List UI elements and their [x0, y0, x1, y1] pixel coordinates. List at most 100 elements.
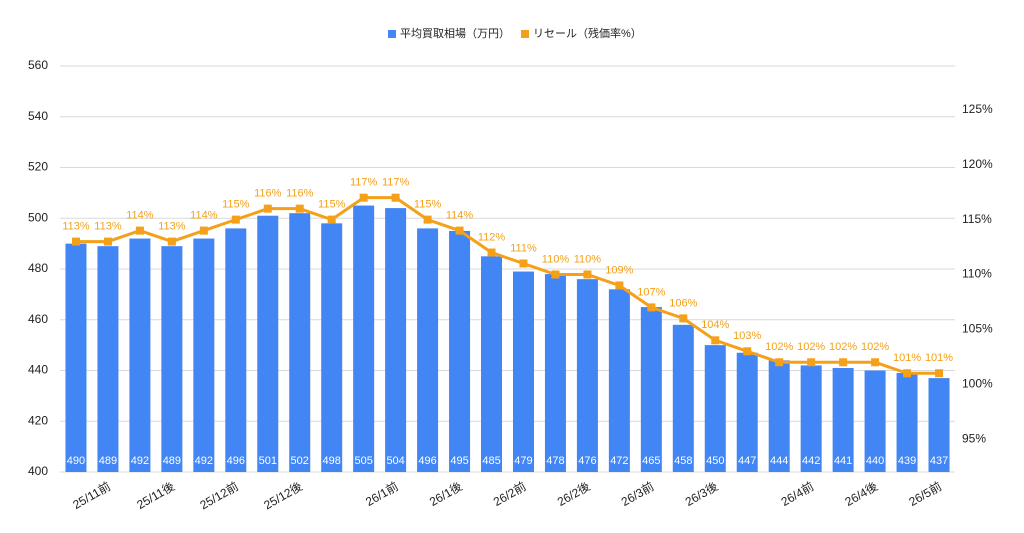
bar-value-label: 476: [578, 455, 596, 467]
bar: [353, 205, 375, 472]
line-value-label: 115%: [222, 199, 250, 211]
bar-value-label: 472: [610, 455, 628, 467]
y2-tick-label: 125%: [962, 102, 993, 116]
line-marker: [903, 369, 912, 378]
bar-value-label: 505: [354, 455, 372, 467]
line-value-label: 106%: [669, 297, 697, 309]
bar: [736, 352, 758, 472]
bar-value-label: 440: [866, 455, 884, 467]
bar: [321, 223, 343, 472]
y-tick-label: 540: [28, 109, 48, 123]
line-marker: [359, 193, 368, 202]
line-value-label: 102%: [797, 341, 825, 353]
bar-value-label: 498: [323, 455, 341, 467]
bar: [161, 246, 183, 472]
line-marker: [839, 358, 848, 367]
line-marker: [519, 259, 528, 268]
bar: [928, 378, 950, 472]
line-marker: [583, 270, 592, 279]
bar-value-label: 504: [386, 455, 404, 467]
bar-value-label: 490: [67, 455, 85, 467]
bar-value-label: 478: [546, 455, 564, 467]
line-value-label: 116%: [286, 188, 314, 200]
line-marker: [935, 369, 944, 378]
bar-value-label: 502: [291, 455, 309, 467]
line-marker: [679, 314, 688, 323]
line-value-label: 117%: [382, 177, 410, 189]
bar: [512, 271, 534, 472]
bar: [704, 345, 726, 472]
bar-value-label: 489: [99, 455, 117, 467]
line-marker: [647, 303, 656, 312]
line-value-label: 115%: [318, 199, 346, 211]
line-marker: [775, 358, 784, 367]
y2-tick-label: 95%: [962, 431, 986, 445]
bar-value-label: 485: [482, 455, 500, 467]
line-value-label: 117%: [350, 177, 378, 189]
line-marker: [743, 347, 752, 356]
bar-value-label: 489: [163, 455, 181, 467]
bar: [65, 243, 87, 472]
line-marker: [135, 226, 144, 235]
bar-value-label: 439: [898, 455, 916, 467]
y-tick-label: 440: [28, 363, 48, 377]
bar: [768, 360, 790, 472]
line-value-label: 111%: [510, 242, 537, 254]
bar: [97, 246, 119, 472]
bar: [832, 367, 854, 472]
bar: [417, 228, 439, 472]
y-tick-label: 520: [28, 160, 48, 174]
bar-value-label: 442: [802, 455, 820, 467]
bar: [640, 307, 662, 472]
line-marker: [423, 215, 432, 224]
bar: [225, 228, 247, 472]
bar: [800, 365, 822, 472]
line-value-label: 103%: [733, 330, 761, 342]
bar-value-label: 450: [706, 455, 724, 467]
legend-swatch: [388, 30, 396, 38]
bar: [257, 215, 279, 472]
line-marker: [231, 215, 240, 224]
line-marker: [711, 336, 720, 345]
y-tick-label: 400: [28, 464, 48, 478]
line-marker: [199, 226, 208, 235]
bar: [896, 373, 918, 472]
legend-swatch: [521, 30, 529, 38]
bar: [449, 230, 471, 472]
line-marker: [807, 358, 816, 367]
bar-value-label: 479: [514, 455, 532, 467]
bar-value-label: 458: [674, 455, 692, 467]
y-tick-label: 560: [28, 58, 48, 72]
line-value-label: 112%: [478, 231, 506, 243]
line-marker: [167, 237, 176, 246]
bar-value-label: 495: [450, 455, 468, 467]
bar: [544, 274, 566, 472]
line-marker: [71, 237, 80, 246]
bar-value-label: 437: [930, 455, 948, 467]
y2-tick-label: 105%: [962, 322, 993, 336]
legend-label: 平均買取相場（万円）: [400, 27, 510, 40]
line-value-label: 101%: [893, 352, 921, 364]
bar: [129, 238, 151, 472]
line-value-label: 116%: [254, 188, 282, 200]
bar-value-label: 447: [738, 455, 756, 467]
line-value-label: 114%: [190, 210, 218, 222]
bar: [289, 213, 311, 473]
bar: [608, 289, 630, 472]
line-value-label: 101%: [925, 352, 953, 364]
y2-tick-label: 120%: [962, 157, 993, 171]
line-value-label: 102%: [861, 341, 889, 353]
line-marker: [327, 215, 336, 224]
line-marker: [615, 281, 624, 290]
y-tick-label: 420: [28, 413, 48, 427]
line-value-label: 107%: [637, 286, 665, 298]
line-value-label: 113%: [62, 220, 90, 232]
bar-value-label: 496: [418, 455, 436, 467]
legend-label: リセール（残価率%）: [533, 26, 642, 40]
bar: [672, 324, 694, 472]
line-marker: [295, 204, 304, 213]
y2-tick-label: 110%: [962, 267, 992, 281]
y-tick-label: 480: [28, 261, 48, 275]
line-value-label: 110%: [574, 253, 602, 265]
